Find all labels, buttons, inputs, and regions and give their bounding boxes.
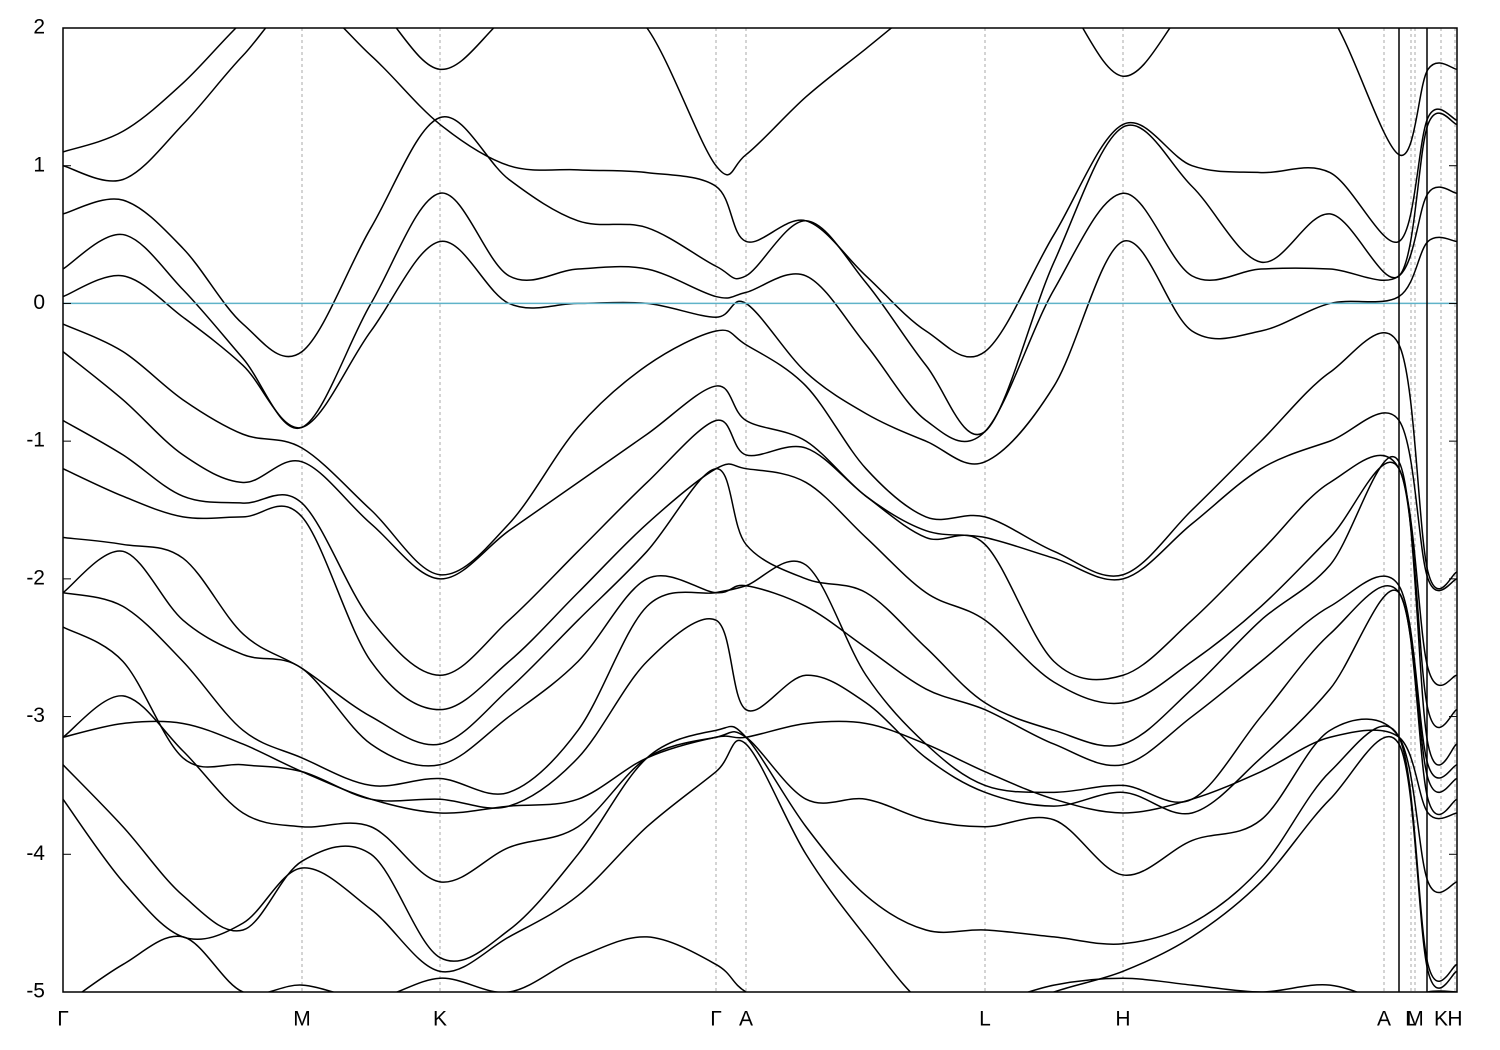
band-line	[63, 735, 1457, 992]
y-tick-label: -2	[26, 566, 45, 589]
band-line	[63, 186, 1457, 443]
band-line	[63, 112, 1457, 436]
x-tick-label: L	[979, 1008, 991, 1031]
y-tick-label: 0	[33, 291, 45, 314]
band-line	[63, 351, 1457, 592]
y-tick-label: -4	[26, 842, 45, 865]
band-line	[63, 236, 1457, 465]
band-line	[63, 720, 1457, 820]
y-tick-label: -5	[26, 980, 45, 1003]
plot-frame	[62, 27, 1458, 993]
x-tick-label: A	[1377, 1008, 1391, 1031]
x-tick-label: A	[739, 1008, 753, 1031]
x-tick-label: K	[1434, 1008, 1448, 1031]
x-tick-label: M	[1406, 1008, 1424, 1031]
band-line	[63, 695, 1457, 894]
x-tick-label: M	[293, 1008, 311, 1031]
y-tick-label: -3	[26, 704, 45, 727]
x-tick-label: Γ	[710, 1008, 722, 1031]
x-tick-label: Γ	[57, 1008, 69, 1031]
x-tick-label: L	[1405, 1008, 1417, 1031]
band-line	[63, 461, 1457, 729]
x-tick-label: H	[1115, 1008, 1130, 1031]
band-line	[63, 28, 1457, 176]
band-line	[63, 560, 1457, 804]
band-line	[63, 323, 1457, 590]
band-line	[63, 550, 1457, 779]
band-line	[63, 455, 1457, 766]
band-line	[63, 589, 1457, 816]
y-tick-label: -1	[26, 429, 45, 452]
x-tick-label: K	[433, 1008, 447, 1031]
y-tick-label: 2	[33, 16, 45, 39]
band-line	[80, 935, 1457, 992]
y-tick-label: 1	[33, 153, 45, 176]
x-tick-label: H	[1447, 1008, 1462, 1031]
band-line	[63, 725, 1457, 982]
band-line	[63, 419, 1457, 686]
